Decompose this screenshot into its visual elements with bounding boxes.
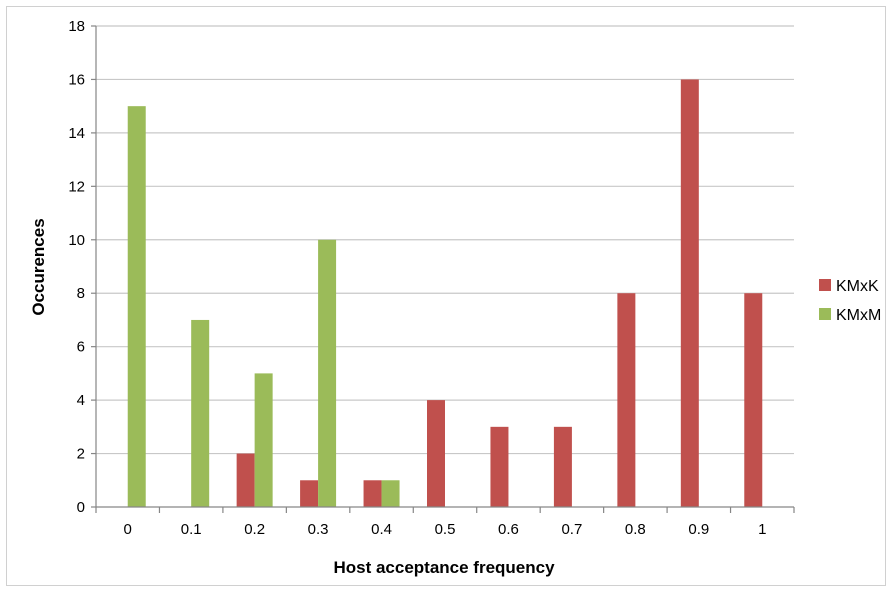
bar-kmxk: [490, 426, 509, 507]
bar-kmxm: [254, 373, 273, 507]
gridlines: [96, 25, 794, 455]
x-tick-label: 0.3: [308, 521, 329, 538]
bar-kmxk: [300, 480, 319, 507]
x-tick-label: 0.4: [371, 521, 392, 538]
x-tick-label: 0.6: [498, 521, 519, 538]
axes: [91, 25, 795, 513]
legend-label-kmxk: KMxK: [836, 278, 879, 295]
bar-kmxk: [363, 480, 382, 507]
y-tick-label: 6: [77, 339, 85, 356]
y-tick-label: 10: [68, 232, 85, 249]
y-tick-label: 18: [68, 18, 85, 35]
bar-kmxm: [127, 106, 146, 508]
legend-swatch-kmxk: [819, 279, 831, 291]
bar-kmxm: [191, 319, 210, 507]
bar-kmxm: [318, 239, 337, 507]
y-tick-labels: 0 2 4 6 8 10 12 14 16 18: [68, 18, 85, 516]
y-tick-label: 0: [77, 499, 85, 516]
y-tick-label: 4: [77, 392, 85, 409]
y-tick-label: 16: [68, 71, 85, 88]
x-tick-label: 0.7: [561, 521, 582, 538]
legend: KMxK KMxM: [819, 278, 881, 324]
legend-swatch-kmxm: [819, 308, 831, 320]
bars: [127, 79, 763, 508]
bar-kmxk: [744, 293, 763, 507]
x-tick-label: 0: [124, 521, 132, 538]
x-tick-labels: 0 0.1 0.2 0.3 0.4 0.5 0.6 0.7 0.8 0.9 1: [124, 521, 767, 538]
y-tick-label: 12: [68, 178, 85, 195]
x-tick-label: 0.1: [181, 521, 202, 538]
x-tick-label: 0.9: [688, 521, 709, 538]
y-tick-label: 2: [77, 446, 85, 463]
x-tick-label: 0.2: [244, 521, 265, 538]
y-tick-label: 8: [77, 285, 85, 302]
legend-label-kmxm: KMxM: [836, 307, 881, 324]
y-axis-title: Occurences: [29, 218, 48, 315]
x-tick-label: 1: [758, 521, 766, 538]
chart-frame: [6, 6, 886, 586]
x-axis-title: Host acceptance frequency: [333, 558, 555, 577]
y-tick-label: 14: [68, 125, 85, 142]
x-tick-label: 0.8: [625, 521, 646, 538]
bar-kmxk: [236, 453, 255, 507]
bar-kmxk: [553, 426, 572, 507]
bar-kmxm: [381, 480, 400, 507]
bar-kmxk: [680, 79, 699, 507]
x-tick-label: 0.5: [435, 521, 456, 538]
bar-kmxk: [427, 400, 445, 507]
bar-kmxk: [617, 293, 636, 507]
